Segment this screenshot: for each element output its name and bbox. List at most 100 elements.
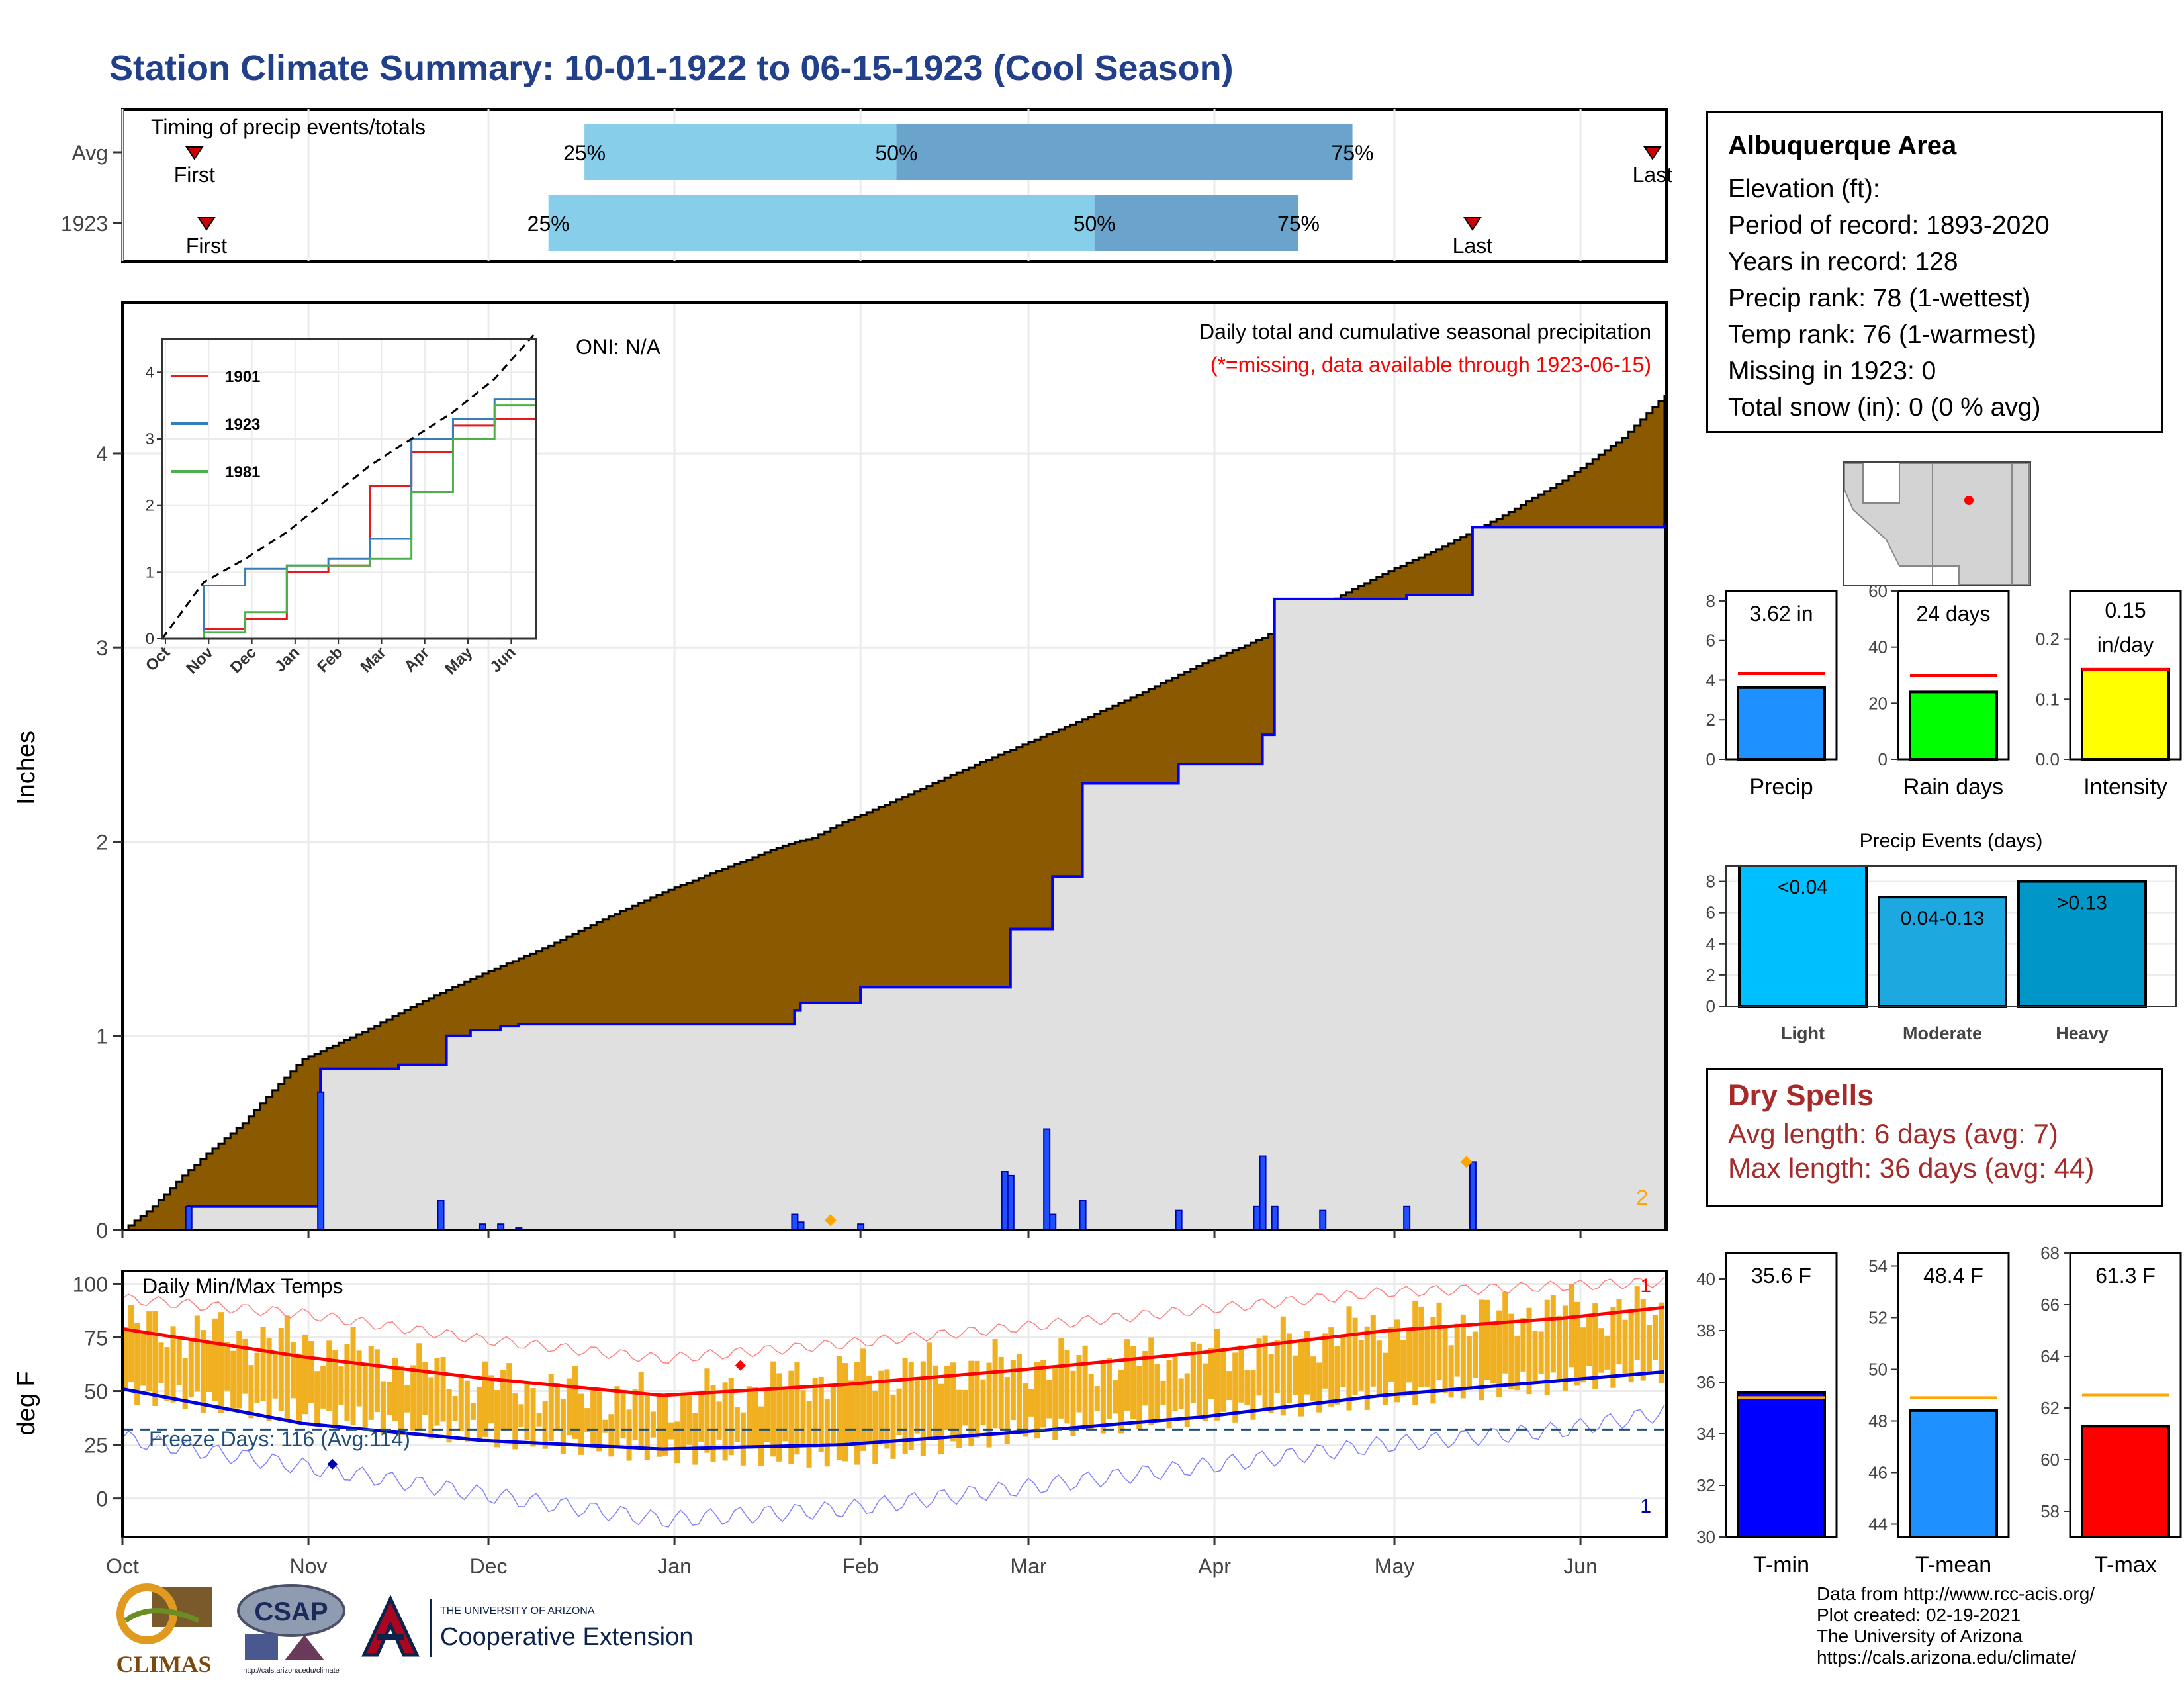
inset-legend-label: 1901 <box>225 368 260 386</box>
daily-temp-bar <box>416 1343 422 1432</box>
daily-precip-bar <box>1469 1161 1477 1231</box>
precip-ytick-label: 2 <box>96 830 108 854</box>
record-low-count: 1 <box>1640 1495 1651 1517</box>
daily-temp-bar <box>1598 1328 1604 1373</box>
daily-temp-bar <box>1616 1299 1622 1365</box>
daily-temp-bar <box>344 1344 350 1421</box>
daily-temp-bar <box>980 1379 986 1425</box>
mini-value-label: 61.3 F <box>2095 1264 2156 1288</box>
daily-temp-bar <box>776 1373 782 1462</box>
daily-temp-bar <box>1280 1316 1286 1416</box>
daily-temp-bar <box>908 1361 914 1450</box>
daily-temp-bar <box>1490 1321 1496 1383</box>
daily-temp-bar <box>860 1348 866 1451</box>
mini-value-bar <box>1737 1391 1826 1539</box>
timing-p75-label: 75% <box>1332 141 1374 165</box>
daily-precip-bar <box>1259 1155 1267 1231</box>
daily-temp-bar <box>470 1403 476 1420</box>
mini-ytick-label: 54 <box>1868 1256 1888 1276</box>
timing-first-label: First <box>186 234 227 258</box>
avg-min-line <box>122 1370 1665 1451</box>
timing-first-marker <box>197 217 216 231</box>
daily-precip-bar <box>1271 1205 1279 1231</box>
timing-row-label: 1923 <box>61 212 108 236</box>
daily-temp-bar <box>410 1365 416 1431</box>
events-ytick-label: 0 <box>1706 996 1715 1016</box>
mini-value-bar <box>2081 667 2170 761</box>
daily-temp-bar <box>1196 1343 1202 1415</box>
daily-temp-bar <box>716 1401 722 1440</box>
timing-bar-q3 <box>1094 195 1298 251</box>
temp-ytick-label: 50 <box>84 1380 108 1404</box>
inset-series-line <box>162 372 537 640</box>
event-bar-label: 0.04-0.13 <box>1901 908 1985 929</box>
daily-temp-bar <box>530 1388 536 1447</box>
timing-row-label: Avg <box>71 141 108 165</box>
daily-temp-bar <box>1388 1327 1394 1382</box>
daily-temp-bar <box>1004 1377 1010 1444</box>
mini-ytick-label: 58 <box>2040 1501 2060 1521</box>
daily-temp-bar <box>560 1399 566 1454</box>
daily-temp-bar <box>1154 1363 1160 1421</box>
daily-temp-bar <box>1442 1327 1448 1393</box>
daily-temp-bar <box>740 1412 746 1466</box>
daily-temp-bar <box>746 1386 752 1448</box>
daily-temp-bar <box>1166 1360 1172 1429</box>
precip-ytick-label: 0 <box>96 1219 108 1243</box>
mini-ytick-label: 0.2 <box>2036 630 2060 649</box>
daily-temp-bar <box>1106 1358 1112 1419</box>
daily-temp-bar <box>506 1363 512 1431</box>
daily-temp-bar <box>296 1354 302 1421</box>
daily-temp-bar <box>1472 1331 1478 1378</box>
mini-panel-title: Rain days <box>1903 774 2003 800</box>
footer-line: Data from http://www.rcc-acis.org/ <box>1817 1583 2095 1604</box>
mini-ytick-label: 20 <box>1868 693 1888 713</box>
daily-temp-bar <box>584 1408 590 1432</box>
daily-temp-bar <box>1628 1311 1634 1383</box>
mini-ytick-label: 40 <box>1868 637 1888 657</box>
daily-temp-bar <box>1634 1286 1640 1360</box>
timing-last-marker <box>1643 146 1662 160</box>
daily-temp-bar <box>164 1347 170 1401</box>
daily-temp-bar <box>326 1340 332 1411</box>
climas-logo-icon <box>116 1583 212 1644</box>
daily-temp-bar <box>1028 1389 1034 1417</box>
daily-temp-bar <box>1214 1329 1220 1421</box>
precip-caption: Daily total and cumulative seasonal prec… <box>1199 320 1651 344</box>
mini-ytick-label: 64 <box>2040 1346 2060 1366</box>
season-precip-line <box>122 523 1666 1231</box>
ua-big-text: Cooperative Extension <box>440 1623 694 1651</box>
timing-p50-label: 50% <box>1073 212 1116 236</box>
daily-temp-bar <box>1262 1335 1268 1411</box>
daily-temp-bar <box>452 1395 458 1421</box>
daily-temp-bar <box>1232 1352 1238 1423</box>
daily-temp-bar <box>572 1366 578 1439</box>
daily-temp-bar <box>950 1362 956 1442</box>
daily-temp-bar <box>140 1333 146 1386</box>
month-tick-label: Mar <box>1010 1554 1046 1578</box>
daily-temp-bar <box>194 1315 200 1392</box>
daily-temp-bar <box>152 1311 158 1406</box>
daily-temp-bar <box>1310 1356 1316 1401</box>
info-temp-rank: Temp rank: 76 (1-warmest) <box>1728 320 2036 349</box>
daily-temp-bar <box>266 1338 272 1421</box>
mini-ytick-label: 0.0 <box>2036 749 2060 769</box>
freeze-days-label: Freeze Days: 116 (Avg:114) <box>149 1427 410 1451</box>
daily-temp-bar <box>218 1312 224 1413</box>
daily-temp-bar <box>1358 1340 1364 1391</box>
csap-logo-icon: CSAP <box>237 1584 345 1660</box>
daily-temp-bar <box>206 1341 212 1392</box>
timing-first-label: First <box>174 163 215 187</box>
daily-temp-bar <box>524 1383 530 1440</box>
daily-temp-bar <box>1604 1335 1610 1370</box>
daily-temp-bar <box>1142 1350 1148 1406</box>
daily-temp-bar <box>728 1378 734 1456</box>
daily-temp-bar <box>974 1360 980 1438</box>
daily-temp-bar <box>1034 1362 1040 1439</box>
mini-panel-title: Intensity <box>2083 774 2167 800</box>
daily-temp-bar <box>1292 1355 1298 1395</box>
daily-temp-bar <box>1544 1299 1550 1395</box>
daily-temp-bar <box>1070 1370 1076 1436</box>
